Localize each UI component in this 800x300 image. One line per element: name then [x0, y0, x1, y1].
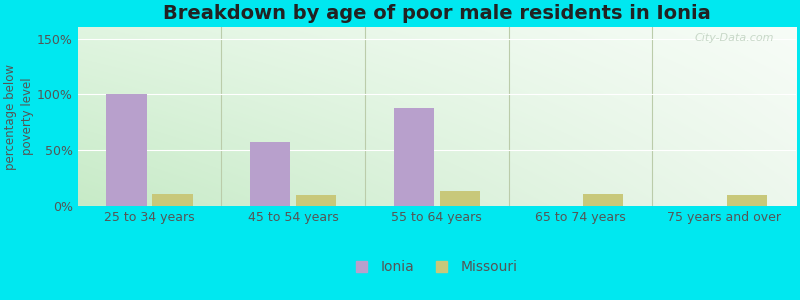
Bar [440, 191, 480, 206]
Text: City-Data.com: City-Data.com [694, 33, 774, 43]
Legend: Ionia, Missouri: Ionia, Missouri [356, 260, 518, 274]
Y-axis label: percentage below
poverty level: percentage below poverty level [4, 64, 34, 170]
Bar [250, 142, 290, 206]
Title: Breakdown by age of poor male residents in Ionia: Breakdown by age of poor male residents … [163, 4, 710, 23]
Bar [583, 194, 623, 206]
Bar [296, 195, 336, 206]
Bar [727, 195, 767, 206]
Bar [152, 194, 193, 206]
Bar [106, 94, 146, 206]
Bar [394, 108, 434, 206]
